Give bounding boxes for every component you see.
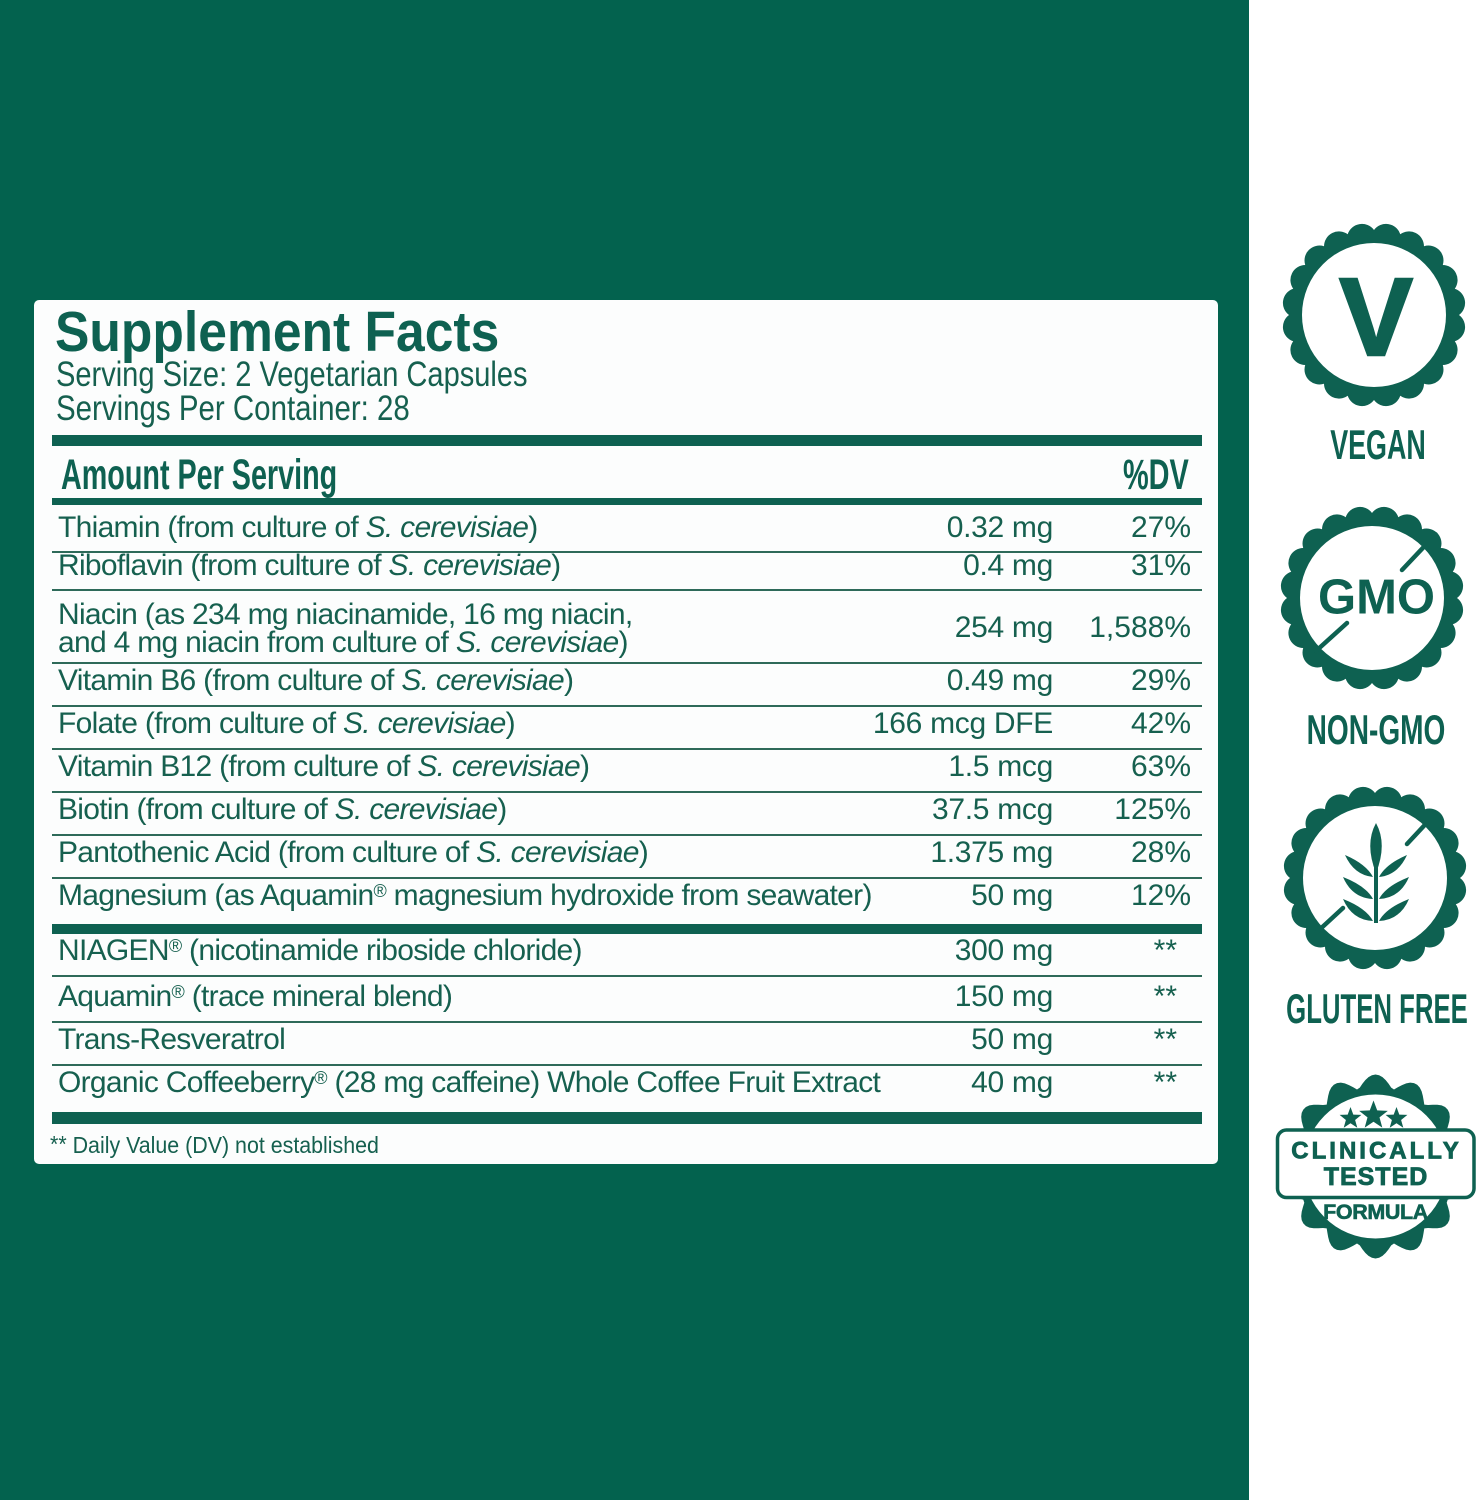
svg-text:V: V bbox=[1339, 256, 1412, 379]
svg-text:CLINICALLY: CLINICALLY bbox=[1291, 1137, 1461, 1164]
svg-text:FORMULA: FORMULA bbox=[1323, 1200, 1428, 1224]
svg-text:GMO: GMO bbox=[1318, 571, 1435, 625]
svg-text:TESTED: TESTED bbox=[1324, 1163, 1429, 1191]
